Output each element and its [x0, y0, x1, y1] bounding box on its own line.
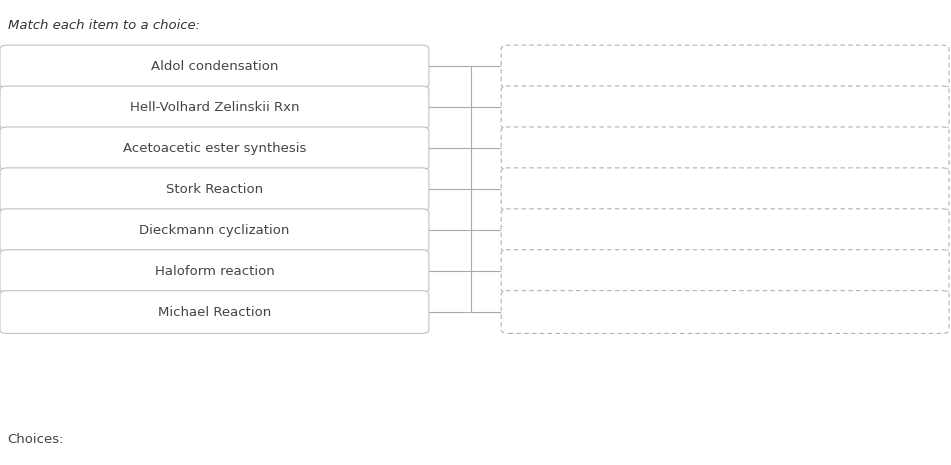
- FancyBboxPatch shape: [0, 209, 429, 252]
- FancyBboxPatch shape: [501, 127, 949, 170]
- FancyBboxPatch shape: [0, 86, 429, 129]
- FancyBboxPatch shape: [501, 250, 949, 292]
- Text: Haloform reaction: Haloform reaction: [155, 265, 274, 278]
- Text: Match each item to a choice:: Match each item to a choice:: [8, 19, 200, 32]
- FancyBboxPatch shape: [0, 291, 429, 333]
- Text: Michael Reaction: Michael Reaction: [158, 306, 271, 319]
- FancyBboxPatch shape: [501, 209, 949, 252]
- FancyBboxPatch shape: [0, 45, 429, 88]
- FancyBboxPatch shape: [0, 127, 429, 170]
- Text: Choices:: Choices:: [8, 433, 64, 446]
- Text: Stork Reaction: Stork Reaction: [165, 183, 263, 196]
- Text: Dieckmann cyclization: Dieckmann cyclization: [139, 224, 290, 237]
- FancyBboxPatch shape: [501, 168, 949, 211]
- FancyBboxPatch shape: [0, 168, 429, 211]
- Text: Hell-Volhard Zelinskii Rxn: Hell-Volhard Zelinskii Rxn: [129, 101, 300, 114]
- FancyBboxPatch shape: [0, 250, 429, 292]
- FancyBboxPatch shape: [501, 291, 949, 333]
- FancyBboxPatch shape: [501, 45, 949, 88]
- Text: Aldol condensation: Aldol condensation: [151, 60, 278, 73]
- Text: Acetoacetic ester synthesis: Acetoacetic ester synthesis: [123, 142, 306, 155]
- FancyBboxPatch shape: [501, 86, 949, 129]
